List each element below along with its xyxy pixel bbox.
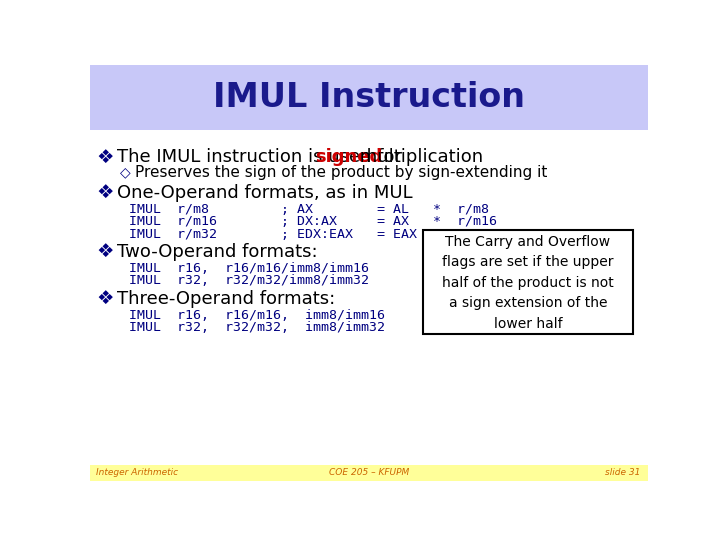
Text: One-Operand formats, as in MUL: One-Operand formats, as in MUL — [117, 184, 413, 201]
Text: IMUL  r/m8         ; AX        = AL   *  r/m8: IMUL r/m8 ; AX = AL * r/m8 — [129, 203, 489, 216]
Text: The Carry and Overflow
flags are set if the upper
half of the product is not
a s: The Carry and Overflow flags are set if … — [442, 234, 613, 331]
Text: Preserves the sign of the product by sign-extending it: Preserves the sign of the product by sig… — [135, 165, 547, 180]
Text: ❖: ❖ — [96, 289, 114, 308]
Text: COE 205 – KFUPM: COE 205 – KFUPM — [329, 468, 409, 477]
FancyBboxPatch shape — [423, 231, 632, 334]
FancyBboxPatch shape — [90, 465, 648, 481]
Text: IMUL  r/m16        ; DX:AX     = AX   *  r/m16: IMUL r/m16 ; DX:AX = AX * r/m16 — [129, 215, 497, 228]
Text: signed: signed — [315, 148, 383, 166]
Text: ❖: ❖ — [96, 148, 114, 167]
Text: Integer Arithmetic: Integer Arithmetic — [96, 468, 179, 477]
Text: IMUL  r/m32        ; EDX:EAX   = EAX  *  r/m32: IMUL r/m32 ; EDX:EAX = EAX * r/m32 — [129, 228, 497, 241]
Text: IMUL  r16,  r16/m16/imm8/imm16: IMUL r16, r16/m16/imm8/imm16 — [129, 261, 369, 274]
Text: slide 31: slide 31 — [605, 468, 640, 477]
FancyBboxPatch shape — [90, 65, 648, 130]
Text: ❖: ❖ — [96, 183, 114, 202]
Text: IMUL  r16,  r16/m16,  imm8/imm16: IMUL r16, r16/m16, imm8/imm16 — [129, 308, 384, 321]
Text: multiplication: multiplication — [354, 148, 482, 166]
Text: ❖: ❖ — [96, 242, 114, 261]
Text: IMUL Instruction: IMUL Instruction — [213, 82, 525, 114]
Text: ◇: ◇ — [120, 166, 130, 180]
Text: IMUL  r32,  r32/m32/imm8/imm32: IMUL r32, r32/m32/imm8/imm32 — [129, 274, 369, 287]
Text: IMUL  r32,  r32/m32,  imm8/imm32: IMUL r32, r32/m32, imm8/imm32 — [129, 321, 384, 334]
Text: Three-Operand formats:: Three-Operand formats: — [117, 290, 336, 308]
Text: Two-Operand formats:: Two-Operand formats: — [117, 243, 318, 261]
Text: The IMUL instruction is used for: The IMUL instruction is used for — [117, 148, 408, 166]
